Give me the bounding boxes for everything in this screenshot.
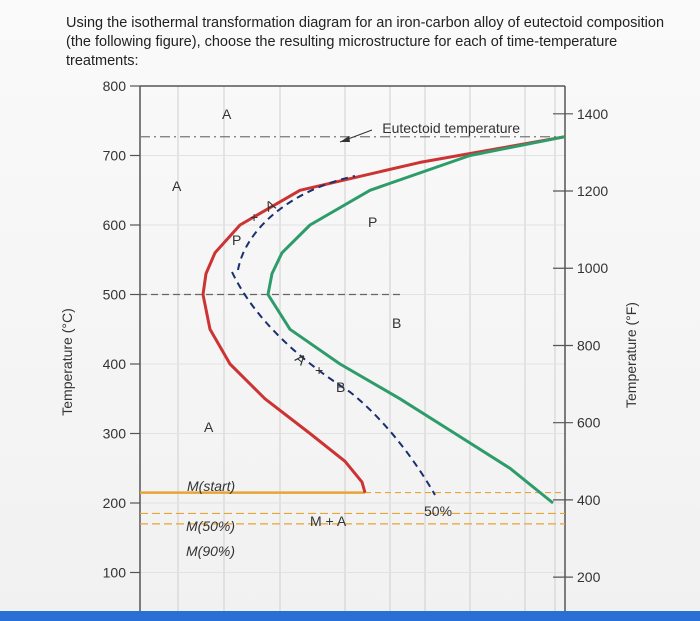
dashed-path-lower [231, 271, 436, 496]
path-label-bainite: B [336, 379, 345, 395]
transformation-start-curve [201, 135, 566, 494]
region-austenite-left: A [172, 178, 182, 194]
y-tick-label-fahrenheit: 1200 [577, 183, 608, 199]
y-axis-label-celsius: Temperature (°C) [59, 308, 75, 416]
m-start-label: M(start) [187, 478, 235, 494]
path-label-plus-2: + [315, 362, 323, 378]
fifty-percent-label: 50% [424, 503, 452, 519]
y-tick-label-celsius: 400 [103, 356, 127, 372]
y-tick-label-celsius: 600 [103, 217, 127, 233]
bottom-bar [0, 611, 700, 621]
y-axis-label-fahrenheit: Temperature (°F) [623, 302, 639, 408]
region-bainite: B [392, 315, 401, 331]
transformation-finish-curve [266, 135, 566, 505]
m-plus-a-label: M + A [310, 513, 347, 529]
y-tick-label-celsius: 700 [103, 148, 127, 164]
eutectoid-temperature-label: Eutectoid temperature [382, 120, 520, 136]
y-tick-label-celsius: 500 [103, 287, 127, 303]
path-label-plus-1: + [250, 209, 258, 225]
m-90-label: M(90%) [186, 543, 235, 559]
region-austenite-top: A [222, 106, 232, 122]
y-tick-label-fahrenheit: 1000 [577, 260, 608, 276]
region-pearlite: P [368, 214, 377, 230]
y-tick-label-celsius: 300 [103, 426, 127, 442]
y-tick-label-fahrenheit: 200 [577, 569, 601, 585]
m-50-label: M(50%) [186, 518, 235, 534]
eutectoid-arrowhead [340, 136, 350, 142]
y-tick-label-fahrenheit: 1400 [577, 106, 608, 122]
y-tick-label-fahrenheit: 600 [577, 415, 601, 431]
y-tick-label-celsius: 100 [103, 565, 127, 581]
y-tick-label-celsius: 800 [103, 78, 127, 94]
path-label-pearlite: P [232, 232, 241, 248]
question-text: Using the isothermal transformation diag… [66, 15, 665, 69]
y-tick-label-fahrenheit: 800 [577, 337, 601, 353]
region-austenite-low: A [204, 419, 214, 435]
dashed-path-upper [237, 175, 356, 271]
y-tick-label-fahrenheit: 400 [577, 492, 601, 508]
y-tick-label-celsius: 200 [103, 495, 127, 511]
path-label-austenite-2: A [292, 350, 310, 369]
